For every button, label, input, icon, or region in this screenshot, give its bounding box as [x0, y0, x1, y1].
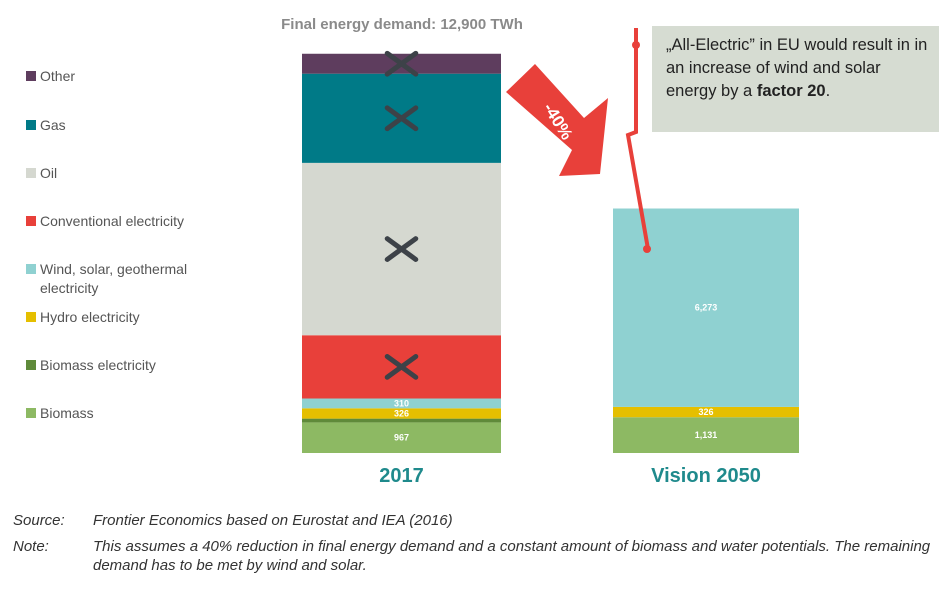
legend-label: Hydro electricity — [40, 309, 140, 325]
source-text: Frontier Economics based on Eurostat and… — [93, 512, 453, 529]
legend-item-hydro: Hydro electricity — [26, 308, 256, 327]
callout-bold: factor 20 — [756, 82, 826, 100]
callout-pointer — [625, 28, 651, 253]
legend-label: Biomass — [40, 405, 94, 421]
callout-text: „All-Electric” in EU would result in in … — [666, 36, 928, 100]
data-label: 310 — [394, 398, 409, 408]
bar-segment-hydro-electricity-1 — [613, 406, 799, 418]
legend-swatch — [26, 264, 36, 274]
note-label: Note: — [13, 538, 49, 555]
data-label: 967 — [394, 433, 409, 443]
legend-swatch — [26, 408, 36, 418]
legend-swatch — [26, 168, 36, 178]
legend-label: Oil — [40, 165, 58, 181]
legend-swatch — [26, 312, 36, 322]
bar-segment-wind-solar-geothermal-electricity-1 — [613, 208, 799, 407]
callout-end: . — [825, 82, 831, 100]
legend-item-wind-solar: Wind, solar, geothermal electricity — [26, 260, 211, 298]
cross-mark — [384, 236, 419, 262]
source-label: Source: — [13, 512, 65, 529]
category-label: Vision 2050 — [651, 465, 761, 487]
legend-label: Wind, solar, geothermal electricity — [40, 261, 188, 296]
chart-title: Final energy demand: 12,900 TWh — [281, 16, 523, 33]
data-label: 326 — [394, 408, 409, 418]
bar-segment-biomass-electricity-0 — [302, 418, 501, 423]
note-text: This assumes a 40% reduction in final en… — [93, 538, 931, 574]
legend-swatch — [26, 120, 36, 130]
legend-item-other: Other — [26, 67, 256, 86]
legend-swatch — [26, 216, 36, 226]
bar-segment-biomass-0 — [302, 422, 501, 453]
bar-segment-hydro-electricity-0 — [302, 408, 501, 419]
legend-item-biomass-electricity: Biomass electricity — [26, 356, 256, 375]
data-label: 1,131 — [695, 430, 718, 440]
legend-label: Conventional electricity — [40, 213, 184, 229]
category-labels: 2017 Vision 2050 — [379, 465, 761, 487]
cross-mark — [384, 353, 419, 380]
callout-box: „All-Electric” in EU would result in in … — [652, 26, 939, 132]
cross-mark — [384, 50, 419, 77]
cross-mark — [384, 105, 419, 132]
legend-item-biomass: Biomass — [26, 404, 256, 423]
legend-label: Gas — [40, 117, 66, 133]
reduction-arrow: -40% — [506, 64, 608, 176]
legend-item-conventional-electricity: Conventional electricity — [26, 212, 256, 231]
bar-segment-wind-solar-geothermal-electricity-0 — [302, 398, 501, 409]
data-label: 326 — [698, 407, 713, 417]
legend-label: Other — [40, 68, 76, 84]
data-label: 6,273 — [695, 303, 718, 313]
bar-segment-biomass-1 — [613, 417, 799, 453]
legend-swatch — [26, 360, 36, 370]
legend-item-oil: Oil — [26, 164, 256, 183]
legend-swatch — [26, 71, 36, 81]
legend-label: Biomass electricity — [40, 357, 156, 373]
category-label: 2017 — [379, 465, 424, 487]
legend-item-gas: Gas — [26, 116, 256, 135]
